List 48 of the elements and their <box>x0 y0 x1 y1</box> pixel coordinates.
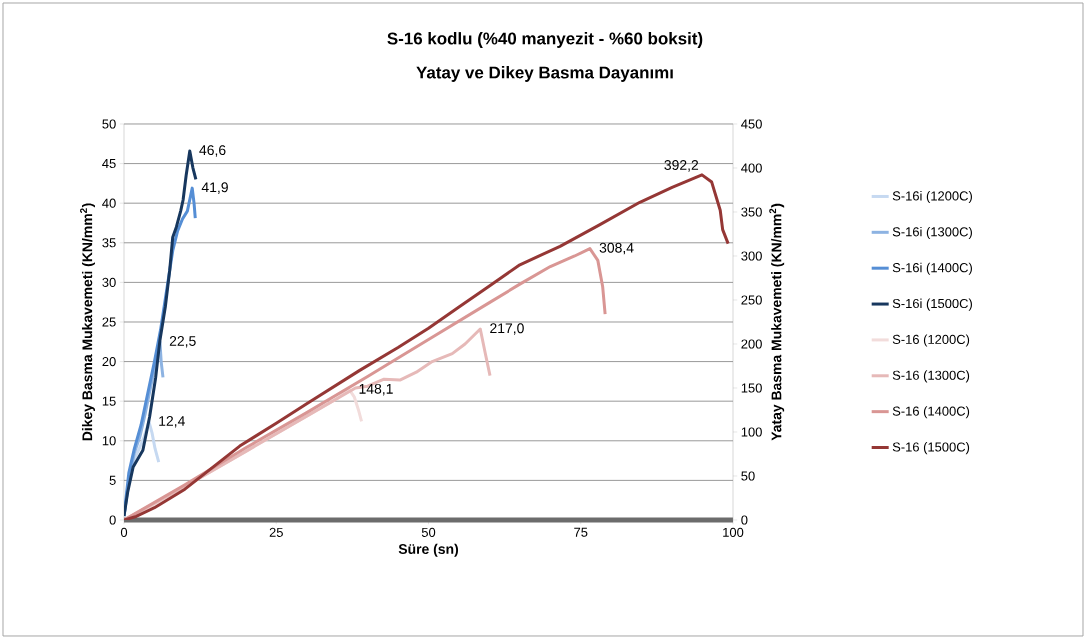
legend-label: S-16 (1500C) <box>892 442 970 455</box>
y-tick-label: 35 <box>102 238 116 248</box>
y-tick-label: 30 <box>102 277 116 287</box>
legend-label: S-16i (1400C) <box>892 262 972 275</box>
y-tick-label: 5 <box>109 475 116 485</box>
y-tick-label: 15 <box>102 396 116 406</box>
y2-tick-label: 50 <box>741 471 755 481</box>
legend-label: S-16 (1400C) <box>892 406 970 419</box>
legend-label: S-16 (1200C) <box>892 334 970 347</box>
x-tick-label: 100 <box>723 527 744 537</box>
x-axis-title: Süre (sn) <box>398 543 459 557</box>
x-tick-label: 50 <box>421 527 436 537</box>
x-tick-label: 0 <box>120 527 128 537</box>
chart-title: S-16 kodlu (%40 manyezit - %60 boksit) <box>387 32 703 48</box>
y-tick-label: 45 <box>102 159 116 169</box>
y2-axis-title: Yatay Basma Mukavemeti (KN/mm$^{2}$) <box>769 203 785 441</box>
chart-subtitle: Yatay ve Dikey Basma Dayanımı <box>416 66 673 82</box>
legend-label: S-16i (1300C) <box>892 226 972 239</box>
data-label: 41,9 <box>201 182 228 194</box>
x-tick-label: 75 <box>574 527 588 537</box>
y2-tick-label: 200 <box>741 339 762 349</box>
y2-tick-label: 350 <box>741 207 762 217</box>
data-label: 22,5 <box>169 336 196 348</box>
y2-tick-label: 450 <box>741 119 762 129</box>
data-label: 148,1 <box>359 383 393 396</box>
y2-tick-label: 300 <box>741 251 762 261</box>
y-tick-label: 40 <box>102 198 116 208</box>
y2-tick-label: 150 <box>741 383 762 393</box>
data-label: 392,2 <box>664 160 699 172</box>
line-series <box>124 173 730 520</box>
data-label: 12,4 <box>159 416 185 428</box>
data-label: 217,0 <box>490 323 524 335</box>
y-tick-label: 20 <box>102 357 116 367</box>
legend-label: S-16 (1300C) <box>892 370 970 383</box>
y2-tick-label: 0 <box>741 515 748 525</box>
legend-label: S-16i (1500C) <box>892 298 972 311</box>
y2-tick-label: 400 <box>741 163 762 173</box>
y-axis-title: Dikey Basma Mukavemeti (KN/mm$^{2}$) <box>80 203 95 441</box>
legend-label: S-16i (1200C) <box>892 191 972 204</box>
data-label: 308,4 <box>599 242 634 255</box>
y2-tick-label: 100 <box>741 427 762 437</box>
y-tick-label: 25 <box>102 317 116 327</box>
x-tick-label: 25 <box>269 527 283 537</box>
y-tick-label: 0 <box>109 515 116 525</box>
y2-tick-label: 250 <box>741 295 762 305</box>
data-label: 46,6 <box>199 145 226 157</box>
y-tick-label: 10 <box>102 436 116 446</box>
y-tick-label: 50 <box>102 119 116 129</box>
